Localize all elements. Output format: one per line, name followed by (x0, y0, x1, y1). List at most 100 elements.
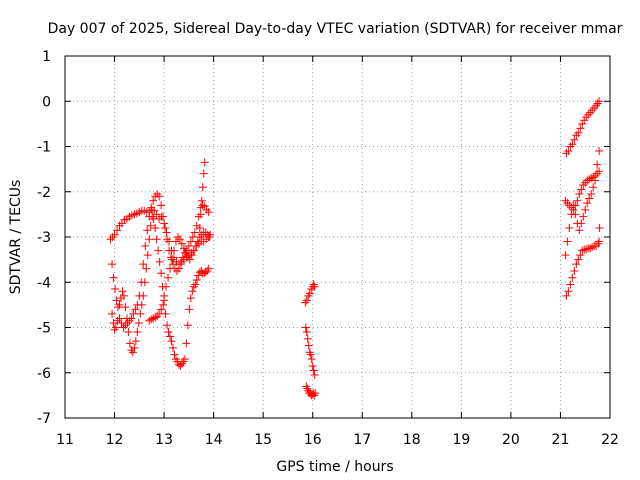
data-point (582, 245, 591, 254)
data-point (185, 305, 194, 314)
y-tick-label: -3 (37, 230, 51, 246)
data-point (564, 287, 573, 296)
series-trace-6 (301, 280, 319, 307)
data-point (149, 314, 158, 323)
data-point (589, 183, 598, 192)
data-point (108, 260, 117, 269)
data-point (595, 223, 604, 232)
data-point (304, 341, 313, 350)
data-point (124, 328, 133, 337)
data-point (182, 339, 191, 348)
data-points (106, 97, 604, 400)
data-point (303, 334, 312, 343)
data-point (163, 321, 172, 330)
data-point (149, 214, 158, 223)
data-point (564, 147, 573, 156)
data-point (563, 199, 572, 208)
data-point (154, 246, 163, 255)
data-point (578, 246, 587, 255)
data-point (174, 264, 183, 273)
data-point (310, 371, 319, 380)
data-point (143, 226, 152, 235)
x-tick-label: 15 (254, 432, 272, 448)
y-tick-label: -7 (37, 411, 51, 427)
data-point (140, 278, 149, 287)
data-point (166, 332, 175, 341)
data-point (134, 318, 143, 327)
data-point (152, 210, 161, 219)
data-point (168, 255, 177, 264)
data-point (575, 190, 584, 199)
series-trace-8 (562, 97, 604, 158)
data-point (563, 237, 572, 246)
data-point (572, 260, 581, 269)
data-point (571, 210, 580, 219)
data-point (164, 273, 173, 282)
data-point (155, 192, 164, 201)
series-trace-4 (145, 228, 214, 325)
data-point (185, 255, 194, 264)
data-point (561, 196, 570, 205)
data-point (157, 269, 166, 278)
data-point (112, 323, 121, 332)
data-point (576, 124, 585, 133)
data-point (109, 273, 118, 282)
data-point (143, 251, 152, 260)
data-point (170, 350, 179, 359)
data-point (581, 205, 590, 214)
data-point (139, 260, 148, 269)
x-tick-label: 17 (353, 432, 371, 448)
data-point (568, 273, 577, 282)
data-point (188, 233, 197, 241)
data-point (189, 246, 198, 255)
data-point (198, 201, 207, 210)
data-point (197, 196, 206, 205)
axis-ticks: 11 12 13 14 15 16 17 18 19 20 21 22 1 0 -1 -2 -3 -4 -5 -6 -7 (37, 49, 619, 448)
y-tick-label: -2 (37, 185, 51, 201)
data-point (191, 242, 200, 251)
data-point (106, 235, 115, 244)
data-point (115, 300, 124, 309)
data-point (593, 169, 602, 178)
data-point (188, 287, 197, 296)
series-trace-11 (561, 147, 604, 260)
data-point (175, 235, 184, 244)
data-point (573, 196, 582, 205)
data-point (577, 185, 586, 194)
data-point (205, 233, 214, 241)
data-point (593, 99, 602, 108)
data-point (570, 135, 579, 144)
data-point (194, 212, 203, 221)
data-point (118, 287, 127, 296)
data-point (133, 328, 142, 337)
data-point (580, 116, 589, 125)
y-tick-label: -1 (37, 140, 51, 156)
data-point (162, 228, 171, 237)
data-point (110, 325, 119, 334)
plot-frame (64, 55, 611, 419)
data-point (204, 208, 213, 217)
chart-title: Day 007 of 2025, Sidereal Day-to-day VTE… (48, 21, 623, 37)
data-point (586, 108, 595, 117)
data-point (587, 190, 596, 199)
data-point (167, 337, 176, 346)
data-point (593, 160, 602, 169)
data-point (196, 210, 205, 219)
data-point (139, 291, 148, 300)
data-point (302, 328, 311, 337)
data-point (136, 309, 145, 318)
x-tick-label: 14 (205, 432, 223, 448)
data-point (115, 314, 124, 323)
data-point (183, 321, 192, 330)
data-point (572, 131, 581, 140)
data-point (147, 315, 156, 324)
data-point (302, 296, 311, 305)
x-tick-label: 20 (502, 432, 520, 448)
y-tick-label: 0 (42, 94, 51, 110)
data-point (195, 233, 204, 241)
data-point (173, 233, 182, 241)
data-point (588, 242, 597, 251)
data-point (579, 180, 588, 189)
data-point (305, 348, 314, 357)
data-point (164, 328, 173, 337)
